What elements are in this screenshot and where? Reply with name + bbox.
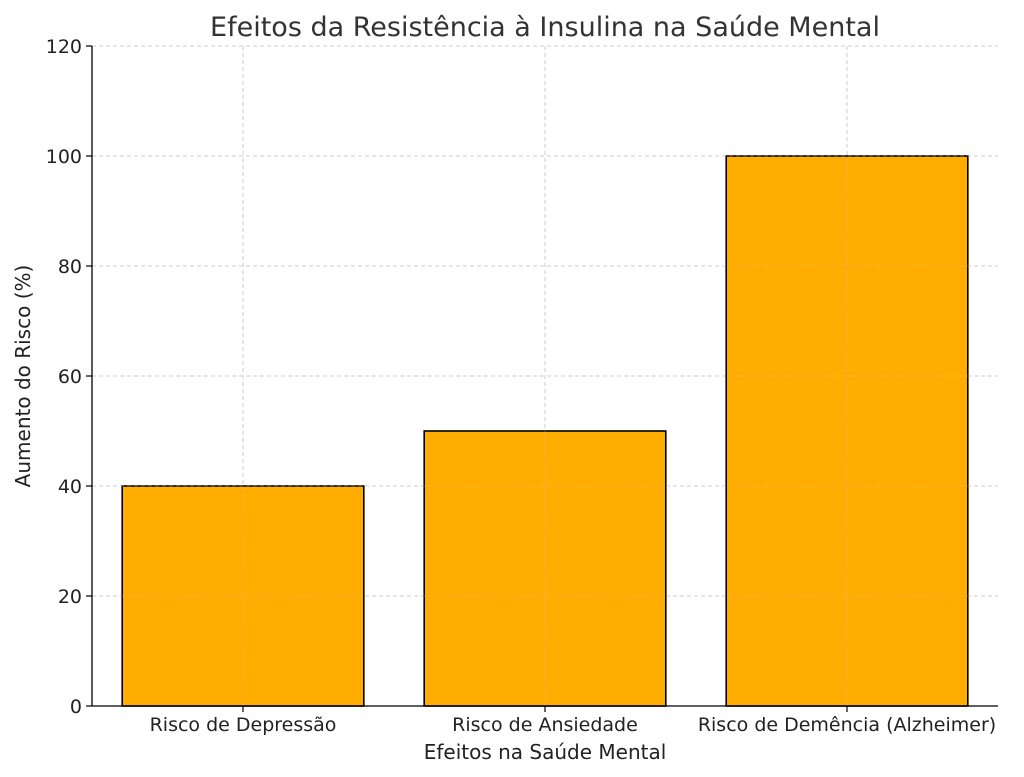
- y-tick-label: 40: [58, 476, 82, 498]
- y-tick-label: 80: [58, 256, 82, 278]
- x-axis-label: Efeitos na Saúde Mental: [424, 740, 667, 764]
- y-axis-label: Aumento do Risco (%): [11, 265, 35, 488]
- x-tick-label: Risco de Depressão: [150, 714, 337, 736]
- y-tick-label: 120: [46, 36, 82, 58]
- chart-title: Efeitos da Resistência à Insulina na Saú…: [210, 12, 880, 43]
- x-axis-ticks: Risco de Depressão Risco de Ansiedade Risc…: [150, 706, 996, 736]
- bar: [121, 485, 365, 707]
- bar: [423, 430, 667, 707]
- bars: [121, 155, 969, 707]
- y-tick-label: 60: [58, 366, 82, 388]
- y-tick-label: 100: [46, 146, 82, 168]
- x-tick-label: Risco de Demência (Alzheimer): [698, 714, 996, 736]
- y-axis-ticks: 0 20 40 60 80 100 120: [46, 36, 92, 718]
- bar: [725, 155, 969, 707]
- y-tick-label: 20: [58, 586, 82, 608]
- x-tick-label: Risco de Ansiedade: [452, 714, 638, 736]
- y-tick-label: 0: [70, 696, 82, 718]
